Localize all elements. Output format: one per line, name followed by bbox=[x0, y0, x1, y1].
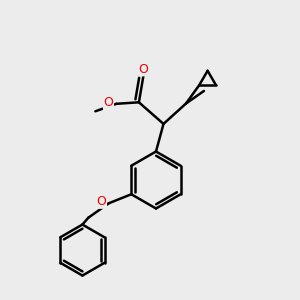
Text: O: O bbox=[103, 96, 113, 110]
Text: O: O bbox=[139, 63, 148, 76]
Text: O: O bbox=[97, 195, 106, 208]
